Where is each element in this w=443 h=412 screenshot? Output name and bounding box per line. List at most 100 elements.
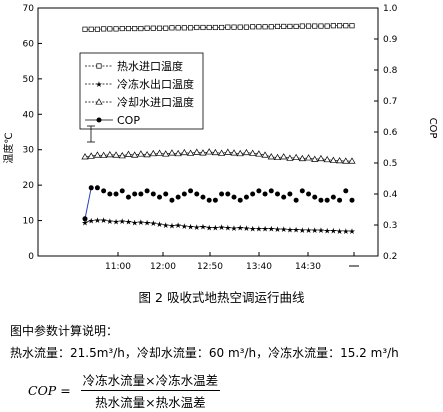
data-point xyxy=(256,188,262,194)
data-point xyxy=(349,197,355,203)
data-point xyxy=(318,197,324,203)
series-2 xyxy=(81,148,356,164)
data-point xyxy=(273,153,282,161)
y-right-tick-label: 0.4 xyxy=(383,190,398,200)
series-3 xyxy=(82,185,355,222)
series-line xyxy=(84,187,92,219)
data-point xyxy=(293,23,299,29)
data-point xyxy=(186,149,195,156)
data-point xyxy=(143,150,151,158)
legend-label: 冷却水进口温度 xyxy=(117,95,194,109)
data-point xyxy=(138,191,144,197)
data-point xyxy=(194,24,200,31)
data-point xyxy=(131,151,139,158)
data-point xyxy=(169,25,175,31)
data-point xyxy=(87,152,95,159)
data-point: ★ xyxy=(230,224,237,233)
data-point xyxy=(261,151,269,158)
data-point xyxy=(137,150,145,157)
y-left-tick-label: 60 xyxy=(23,39,35,49)
data-point: ★ xyxy=(206,223,213,232)
data-point xyxy=(330,194,336,200)
data-point: ★ xyxy=(106,217,113,226)
data-point: ★ xyxy=(168,222,175,231)
data-point: ★ xyxy=(181,222,188,231)
data-point xyxy=(82,26,88,32)
formula-denominator: 热水流量×热水温差 xyxy=(95,395,206,410)
data-point: ★ xyxy=(243,224,250,233)
data-point xyxy=(298,154,306,162)
data-point: ★ xyxy=(255,224,262,233)
y-left-tick-label: 0 xyxy=(28,252,34,262)
data-point xyxy=(250,24,256,30)
data-point xyxy=(181,191,187,197)
data-point xyxy=(155,149,164,156)
data-point xyxy=(281,23,287,29)
data-point xyxy=(236,149,244,157)
data-point xyxy=(242,148,251,156)
data-point: ★ xyxy=(293,225,300,234)
data-point xyxy=(194,191,200,197)
data-point xyxy=(231,24,237,30)
y-right-tick-label: 0.2 xyxy=(383,252,397,262)
y-right-label: COP xyxy=(427,118,438,139)
data-point xyxy=(88,26,94,32)
data-point xyxy=(206,197,212,203)
y-right-tick-label: 1.0 xyxy=(383,4,398,14)
data-point xyxy=(299,23,305,29)
data-point xyxy=(219,191,225,197)
legend-label: 冷冻水出口温度 xyxy=(117,77,194,91)
series-line xyxy=(85,25,352,30)
data-point xyxy=(324,23,330,29)
data-point xyxy=(81,153,89,160)
y-left-tick-label: 20 xyxy=(23,181,35,191)
data-point: ★ xyxy=(137,218,144,227)
data-point: ★ xyxy=(317,226,324,235)
data-point xyxy=(312,194,318,200)
data-point xyxy=(169,197,175,203)
data-point xyxy=(181,25,187,31)
data-point xyxy=(175,25,181,31)
data-point xyxy=(107,191,113,197)
data-point xyxy=(330,23,336,29)
data-point: ★ xyxy=(156,220,163,229)
data-point xyxy=(200,194,206,200)
data-point: ★ xyxy=(81,218,88,227)
data-point xyxy=(224,148,232,155)
data-point: ★ xyxy=(311,226,318,235)
data-point xyxy=(124,150,133,157)
data-point xyxy=(230,149,238,156)
data-point xyxy=(113,191,119,197)
data-point xyxy=(299,188,305,194)
series-0 xyxy=(82,23,355,32)
data-point xyxy=(138,25,144,32)
data-point xyxy=(157,194,163,200)
data-point xyxy=(262,24,268,30)
data-point xyxy=(144,188,150,194)
data-point: ★ xyxy=(224,224,231,233)
data-point xyxy=(292,153,300,161)
data-point: ★ xyxy=(348,227,355,236)
data-point xyxy=(180,148,188,156)
data-point: ★ xyxy=(212,224,219,233)
data-point: ★ xyxy=(193,223,200,232)
series-1: ★ ★ ★ ★ ★ ★ ★ ★ ★ ★ ★ ★ ★ ★ ★ ★ ★ ★ ★ ★ ★ ★ ★ ★ ★ ★ ★ ★ ★ ★ ★ ★ ★ ★ ★ ★ ★ ★ ★ ★… xyxy=(81,216,355,236)
data-point: ★ xyxy=(175,221,182,230)
data-point: ★ xyxy=(94,216,101,225)
data-point: ★ xyxy=(336,227,343,236)
data-point xyxy=(150,191,156,197)
data-point: ★ xyxy=(218,223,225,232)
notes-flows: 热水流量：21.5m³/h，冷却水流量：60 m³/h，冷冻水流量：15.2 m… xyxy=(10,346,399,360)
y-left-tick-label: 50 xyxy=(23,75,35,85)
data-point: ★ xyxy=(131,218,138,227)
legend-label: COP xyxy=(117,114,140,127)
data-point: ★ xyxy=(274,225,281,234)
data-point: ★ xyxy=(268,224,275,233)
notes-heading: 图中参数计算说明： xyxy=(10,324,119,338)
data-point xyxy=(149,149,157,157)
y-left-tick-label: 40 xyxy=(23,110,35,120)
data-point xyxy=(305,23,312,29)
data-point xyxy=(267,153,275,160)
y-right-tick-label: 0.3 xyxy=(383,221,397,231)
data-point xyxy=(212,197,218,203)
